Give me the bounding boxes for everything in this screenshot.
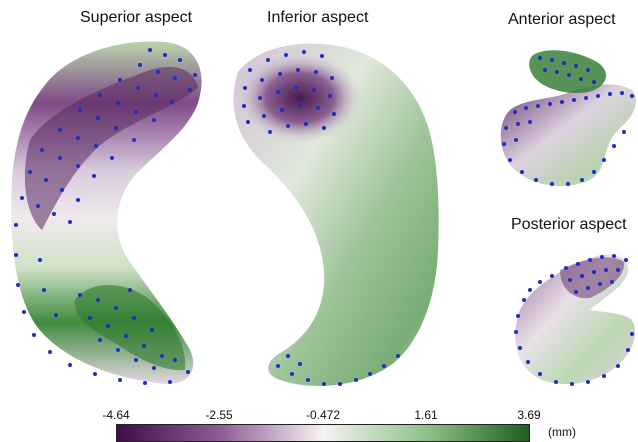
superior-landmarks <box>14 48 197 385</box>
colorbar-tick-label: 3.69 <box>517 408 541 422</box>
colorbar-tick-label: 1.61 <box>414 408 438 422</box>
inferior-aspect-view <box>233 43 439 386</box>
anterior-upper-lobe <box>529 50 607 94</box>
inferior-purple-region <box>238 53 362 143</box>
superior-green-region <box>74 285 186 371</box>
posterior-purple-region <box>560 257 625 299</box>
anterior-aspect-title: Anterior aspect <box>508 11 616 28</box>
anterior-aspect-view <box>500 50 636 186</box>
colorbar-tick-label: -2.55 <box>205 408 233 422</box>
inferior-landmarks <box>242 50 400 386</box>
posterior-aspect-title: Posterior aspect <box>511 216 627 233</box>
superior-purple-band <box>24 66 198 231</box>
colorbar-tick-label: -4.64 <box>102 408 130 422</box>
superior-aspect-title: Superior aspect <box>80 9 193 26</box>
posterior-landmarks <box>514 254 634 386</box>
colorbar-unit: (mm) <box>548 425 576 439</box>
superior-aspect-view <box>11 41 202 385</box>
posterior-aspect-view <box>514 254 636 386</box>
inferior-aspect-title: Inferior aspect <box>267 9 369 26</box>
colorbar <box>116 424 530 442</box>
colorbar-tick-label: -0.472 <box>305 408 341 422</box>
anterior-landmarks <box>502 56 634 186</box>
